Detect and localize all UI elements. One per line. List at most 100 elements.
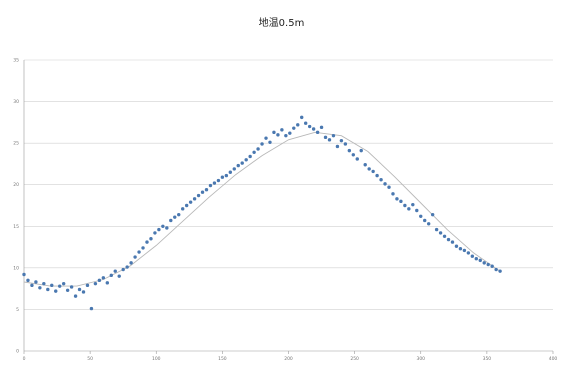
data-point <box>458 247 463 251</box>
data-point <box>165 226 169 230</box>
data-point <box>54 289 58 293</box>
data-point <box>77 287 82 292</box>
data-point <box>248 154 252 159</box>
data-point <box>379 178 383 182</box>
data-point <box>212 181 217 185</box>
data-point <box>181 207 185 211</box>
data-point <box>383 182 387 186</box>
data-point <box>42 281 46 286</box>
data-point <box>339 138 344 143</box>
data-point <box>30 283 34 288</box>
data-point <box>466 251 471 255</box>
y-tick-label: 35 <box>13 58 19 64</box>
data-point <box>343 142 348 146</box>
data-point <box>264 136 268 140</box>
data-point <box>371 169 375 174</box>
x-tick-label: 350 <box>483 356 492 362</box>
data-point <box>430 212 435 217</box>
data-point <box>109 273 113 278</box>
data-point <box>407 207 411 211</box>
y-tick-label: 30 <box>13 99 19 105</box>
data-point <box>22 272 26 277</box>
data-point <box>93 281 98 286</box>
data-point <box>296 123 300 127</box>
data-point <box>81 290 86 294</box>
data-point <box>141 246 145 250</box>
data-point <box>188 200 193 204</box>
data-point <box>149 237 153 241</box>
data-point <box>58 284 62 288</box>
data-point <box>268 140 272 145</box>
data-point <box>26 278 30 283</box>
data-point <box>153 231 157 235</box>
data-point <box>65 288 70 293</box>
data-point <box>446 237 451 242</box>
data-point <box>403 203 407 208</box>
data-point <box>173 215 177 219</box>
data-point <box>470 254 475 258</box>
data-point <box>494 267 498 272</box>
x-tick-label: 300 <box>416 356 425 362</box>
data-point <box>426 222 431 226</box>
data-point <box>375 173 379 178</box>
data-point <box>490 264 494 268</box>
data-point <box>157 227 161 232</box>
data-point <box>121 267 125 272</box>
data-point <box>73 294 78 298</box>
data-point <box>423 218 427 223</box>
data-point <box>351 153 356 157</box>
data-point <box>117 274 121 278</box>
y-tick-label: 20 <box>13 182 19 188</box>
data-point <box>252 150 256 154</box>
data-point <box>196 193 201 198</box>
y-tick-label: 0 <box>16 349 19 355</box>
data-point <box>272 130 276 135</box>
data-point <box>474 257 478 261</box>
data-point <box>347 148 352 153</box>
data-point <box>411 202 415 207</box>
data-point <box>101 276 106 280</box>
data-point <box>292 126 296 130</box>
data-point <box>224 173 229 178</box>
data-point <box>307 124 312 129</box>
data-point <box>335 144 340 149</box>
data-point <box>442 234 447 238</box>
data-point <box>69 285 74 289</box>
data-point <box>280 128 284 132</box>
data-point <box>46 287 50 292</box>
data-point <box>311 127 316 131</box>
data-point <box>395 197 399 201</box>
data-point <box>105 281 110 285</box>
data-point <box>482 261 486 265</box>
data-point <box>177 212 181 217</box>
data-point <box>240 161 244 165</box>
trend-line <box>23 131 501 287</box>
data-point <box>454 244 459 248</box>
x-tick-label: 250 <box>350 356 359 362</box>
data-point <box>184 203 189 208</box>
x-tick-label: 0 <box>23 356 26 362</box>
data-point <box>161 224 165 228</box>
data-point <box>220 175 225 179</box>
data-point <box>38 286 42 290</box>
data-point <box>200 190 205 194</box>
x-tick-label: 400 <box>549 356 558 362</box>
data-point <box>208 183 213 188</box>
data-point <box>391 192 395 196</box>
x-tick-label: 50 <box>87 356 93 362</box>
data-point <box>236 163 240 168</box>
data-point <box>399 199 403 204</box>
data-point <box>169 218 173 223</box>
data-point <box>303 121 308 125</box>
data-point <box>276 133 280 137</box>
data-point <box>34 280 38 284</box>
data-point <box>260 142 264 146</box>
data-point <box>232 167 236 171</box>
data-point <box>434 227 439 232</box>
data-point <box>415 208 419 213</box>
data-point <box>216 178 221 183</box>
data-point <box>387 185 391 189</box>
data-point <box>85 283 90 288</box>
data-point <box>498 269 502 273</box>
